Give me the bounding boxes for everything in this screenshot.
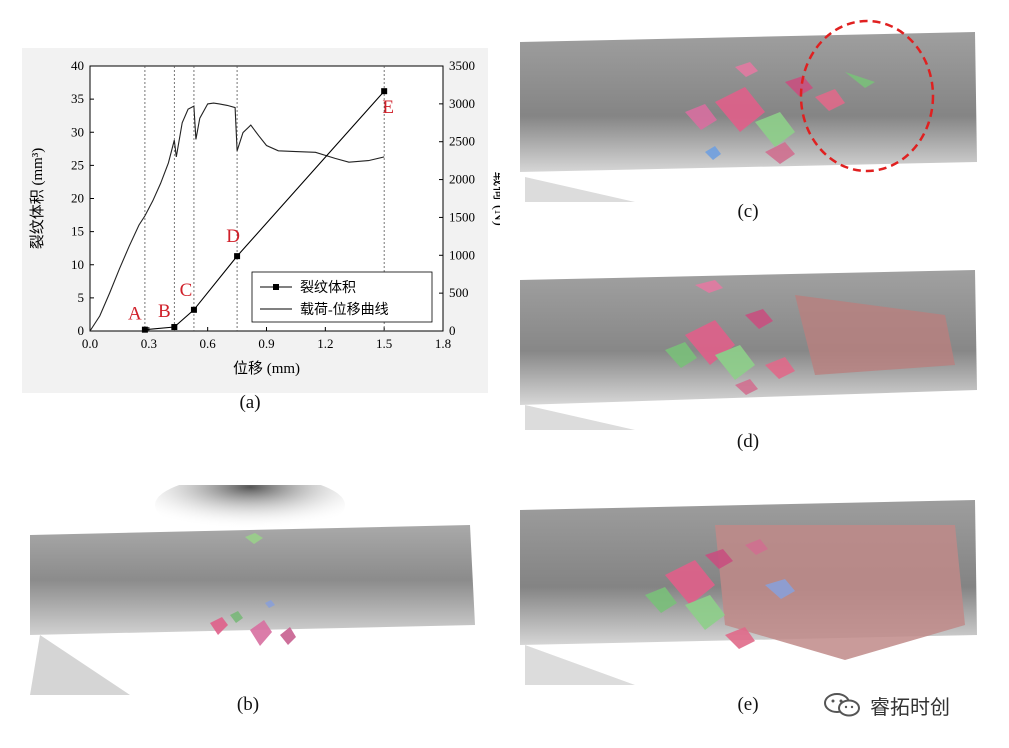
y-left-tick-label: 0 <box>78 323 85 338</box>
legend-box <box>251 271 433 323</box>
y-left-tick-label: 30 <box>71 124 84 139</box>
watermark-text: 睿拓时创 <box>870 694 950 719</box>
legend-label-volume: 裂纹体积 <box>300 280 356 296</box>
crack-volume-point <box>381 88 388 95</box>
y-left-tick-label: 10 <box>71 257 84 272</box>
x-tick-label: 0.9 <box>258 336 274 351</box>
y-right-tick-label: 0 <box>449 323 456 338</box>
ct-image-e <box>520 500 977 685</box>
caption-c: (c) <box>737 201 759 222</box>
marker-label-a: A <box>128 304 142 325</box>
caption-b: (b) <box>236 694 260 715</box>
crack-volume-point <box>190 306 197 313</box>
ct-image-c <box>520 19 977 202</box>
y-right-tick-label: 2000 <box>449 172 475 187</box>
caption-d: (d) <box>736 431 760 452</box>
crack-volume-point <box>171 324 178 331</box>
y-right-tick-label: 3000 <box>449 96 475 111</box>
caption-a: (a) <box>239 392 261 413</box>
legend-label-load: 载荷-位移曲线 <box>300 302 389 318</box>
y-left-tick-label: 5 <box>78 290 85 305</box>
x-tick-label: 1.5 <box>376 336 392 351</box>
y-left-tick-label: 40 <box>71 58 84 73</box>
y-left-axis-title: 裂纹体积 (mm³) <box>29 148 46 250</box>
ct-image-d <box>520 270 977 430</box>
volume-load-chart: 0.0 0.3 0.6 0.9 1.2 1.5 1.80510152025303540050… <box>22 48 500 393</box>
marker-label-e: E <box>382 97 394 118</box>
load-displacement-line <box>89 102 385 332</box>
marker-label-c: C <box>180 280 193 301</box>
y-left-tick-label: 20 <box>71 191 84 206</box>
wechat-icon <box>824 693 860 717</box>
crack-volume-point <box>141 326 148 333</box>
chart-layer: 0.0 0.3 0.6 0.9 1.2 1.5 1.80510152025303540050… <box>29 58 500 377</box>
y-right-tick-label: 2500 <box>449 134 475 149</box>
y-right-tick-label: 3500 <box>449 58 475 73</box>
ct-image-b <box>30 485 475 695</box>
x-tick-label: 0.0 <box>82 336 98 351</box>
y-left-tick-label: 25 <box>71 157 84 172</box>
y-right-tick-label: 1000 <box>449 247 475 262</box>
y-right-tick-label: 500 <box>449 285 469 300</box>
y-left-tick-label: 35 <box>71 91 84 106</box>
y-right-tick-label: 1500 <box>449 209 475 224</box>
x-tick-label: 0.3 <box>141 336 157 351</box>
legend-marker-volume <box>273 284 279 290</box>
x-tick-label: 1.2 <box>317 336 333 351</box>
caption-e: (e) <box>737 694 759 715</box>
x-tick-label: 1.8 <box>435 336 451 351</box>
x-axis-title: 位移 (mm) <box>233 360 300 377</box>
y-left-tick-label: 15 <box>71 224 84 239</box>
y-right-axis-title: 载荷 (N) <box>491 171 500 226</box>
crack-volume-point <box>234 253 241 260</box>
marker-label-b: B <box>158 301 171 322</box>
marker-label-d: D <box>226 226 240 247</box>
watermark: 睿拓时创 <box>822 690 950 720</box>
x-tick-label: 0.6 <box>200 336 217 351</box>
highlight-ellipse <box>799 19 935 173</box>
